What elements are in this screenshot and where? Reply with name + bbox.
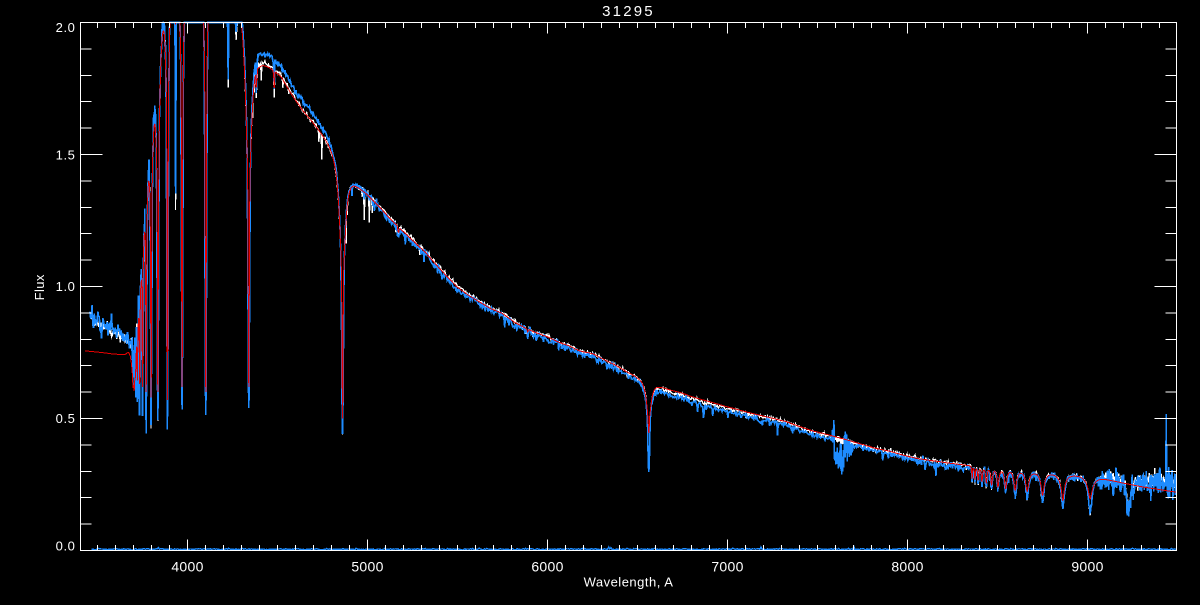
svg-text:Wavelength, A: Wavelength, A	[584, 575, 674, 590]
svg-text:4000: 4000	[171, 559, 203, 575]
svg-text:9000: 9000	[1071, 559, 1103, 575]
svg-text:1.0: 1.0	[56, 279, 76, 294]
svg-text:7000: 7000	[711, 559, 743, 575]
svg-text:Flux: Flux	[32, 274, 47, 300]
svg-text:6000: 6000	[531, 559, 563, 575]
svg-text:1.5: 1.5	[56, 148, 76, 163]
svg-text:0.0: 0.0	[56, 539, 76, 554]
svg-text:2.0: 2.0	[56, 20, 76, 35]
svg-text:8000: 8000	[891, 559, 923, 575]
svg-text:31295: 31295	[602, 3, 655, 20]
svg-text:0.5: 0.5	[56, 411, 76, 426]
svg-text:5000: 5000	[351, 559, 383, 575]
